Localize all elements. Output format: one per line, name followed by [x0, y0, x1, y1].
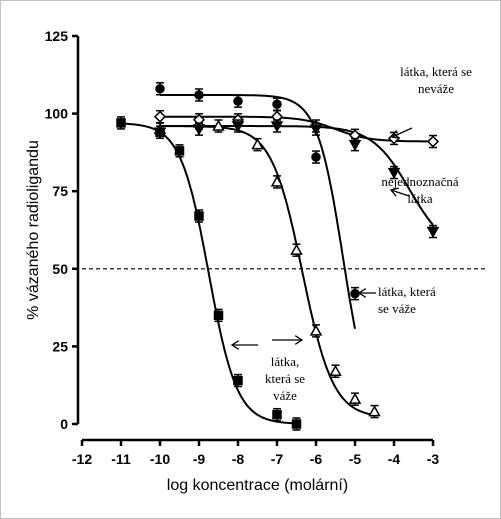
triangle-down-marker: [153, 127, 167, 139]
triangle-open-marker: [368, 405, 381, 417]
x-tick-label: -5: [349, 451, 362, 467]
triangle-open-marker: [212, 119, 225, 131]
arrow-head: [357, 288, 367, 298]
x-tick-label: -9: [193, 451, 206, 467]
triangle-open-marker: [290, 243, 303, 255]
annotation-arrows: [230, 127, 413, 350]
annotations: látka, která se neváže nejednoznačná látka l…: [265, 64, 472, 403]
annotation-text: látka: [407, 191, 432, 206]
triangle-open-marker: [348, 392, 362, 404]
triangle-open-marker: [270, 175, 284, 187]
x-axis-title: log koncentrace (molární): [167, 477, 348, 494]
x-tick-label: -10: [150, 451, 170, 467]
y-tick-label: 125: [45, 28, 69, 44]
circle-marker: [194, 90, 204, 100]
y-tick-label: 25: [52, 338, 68, 354]
square-marker: [174, 146, 185, 156]
annotation-text: neváže: [418, 81, 454, 96]
arrow-head: [294, 335, 304, 345]
fitted-curve: [121, 122, 297, 425]
x-tick-label: -3: [427, 451, 440, 467]
y-axis-title: % vázaného radioligandu: [25, 140, 42, 320]
triangle-down-marker: [192, 124, 206, 136]
x-tick-label: -7: [271, 451, 284, 467]
annotation-arrow: [391, 127, 413, 138]
triangle-down-marker: [309, 124, 323, 136]
triangle-open-marker: [329, 364, 342, 376]
x-tick-label: -12: [72, 451, 92, 467]
arrow-head: [230, 340, 240, 350]
triangle-open-marker: [251, 138, 264, 150]
arrow-head: [389, 187, 399, 197]
annotation-text: která se: [265, 371, 305, 386]
diamond-open-marker: [153, 110, 167, 123]
fitted-curve: [160, 94, 356, 329]
data-points: [116, 82, 440, 431]
x-tick-label: -11: [111, 451, 131, 467]
y-tick-label: 0: [60, 416, 68, 432]
square-marker: [213, 310, 224, 321]
y-tick-label: 75: [52, 183, 68, 199]
fitted-curve: [160, 125, 434, 226]
triangle-down-marker: [426, 226, 440, 239]
diamond-open-marker: [426, 135, 440, 148]
annotation-text: se váže: [378, 301, 416, 316]
square-marker: [233, 375, 243, 386]
x-tick-label: -8: [232, 451, 245, 467]
square-marker: [291, 419, 302, 429]
annotation-text: váže: [273, 388, 297, 403]
x-tick-label: -6: [310, 451, 323, 467]
annotation-text: látka, která se: [400, 64, 472, 79]
circle-marker: [311, 152, 321, 162]
annotation-text: látka,: [271, 354, 300, 369]
circle-marker: [155, 84, 165, 94]
circle-marker: [233, 96, 243, 106]
y-tick-label: 100: [45, 106, 69, 122]
x-axis-ticks: -12 -11 -10 -9 -8 -7 -6 -5 -4 -3: [72, 440, 440, 467]
triangle-down-marker: [231, 121, 245, 133]
diamond-open-marker: [387, 132, 401, 145]
y-axis-ticks: 0 25 50 75 100 125: [45, 28, 78, 432]
y-tick-label: 50: [52, 261, 68, 277]
square-marker: [272, 409, 282, 420]
triangle-down-marker: [270, 121, 284, 133]
square-marker: [116, 118, 126, 128]
x-tick-label: -4: [388, 451, 401, 467]
fitted-curve: [160, 115, 433, 143]
circle-marker: [350, 288, 360, 299]
annotation-arrow: [390, 189, 410, 197]
arrow-head: [390, 129, 401, 139]
triangle-down-marker: [387, 167, 401, 180]
annotation-text: látka, která: [378, 284, 436, 299]
triangle-open-marker: [309, 324, 323, 336]
square-marker: [194, 211, 204, 221]
annotation-text: nejednoznačná: [381, 174, 458, 189]
triangle-down-marker: [348, 139, 362, 152]
circle-marker: [272, 99, 282, 110]
